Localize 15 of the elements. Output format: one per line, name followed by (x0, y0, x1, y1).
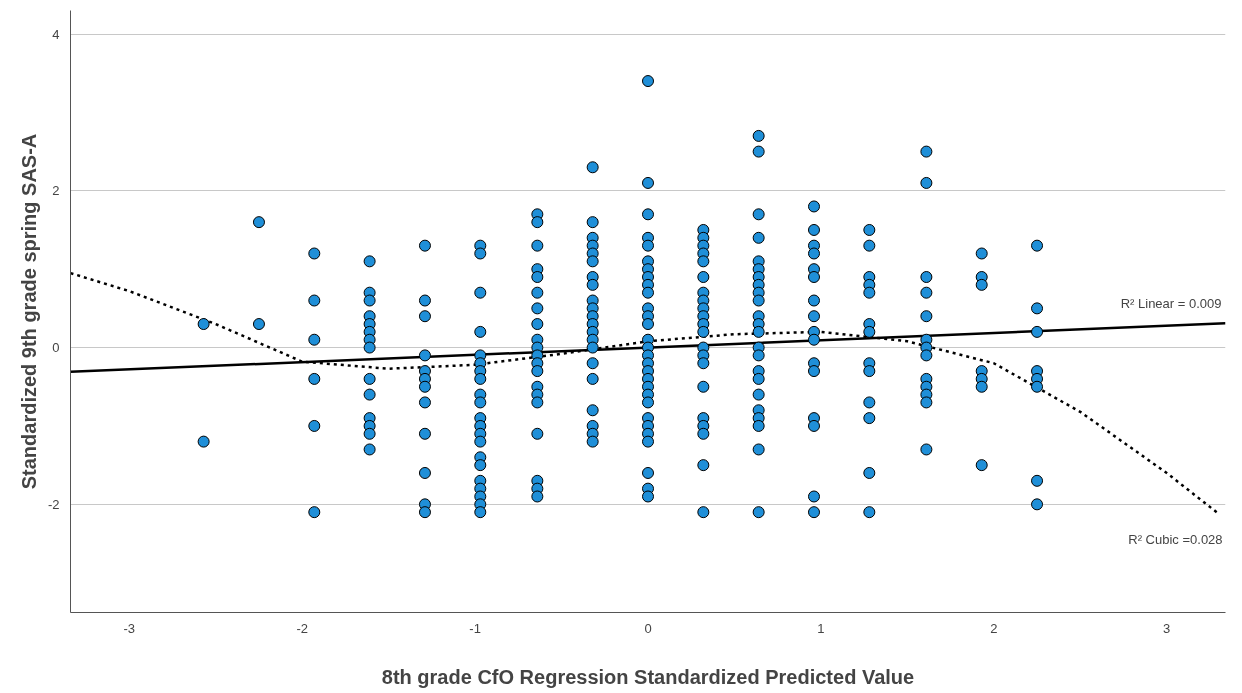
x-tick-label: 3 (1163, 620, 1171, 636)
annotation: R² Cubic =0.028 (1128, 531, 1223, 547)
x-tick-label: -2 (296, 620, 308, 636)
annotation: R² Linear = 0.009 (1120, 296, 1222, 312)
y-tick-label: 4 (52, 26, 60, 42)
x-tick-label: 2 (990, 620, 998, 636)
x-tick-label: -3 (123, 620, 136, 636)
x-tick-label: 1 (817, 620, 825, 636)
x-tick-label: 0 (644, 620, 652, 636)
y-tick-label: -2 (47, 496, 60, 512)
y-axis-title: Standardized 9th grade spring SAS-A (17, 133, 40, 490)
x-tick-label: -1 (469, 620, 481, 636)
x-axis-title: 8th grade CfO Regression Standardized Predicted Value (381, 665, 915, 688)
y-tick-label: 0 (52, 340, 60, 356)
y-tick-label: 2 (52, 183, 60, 199)
